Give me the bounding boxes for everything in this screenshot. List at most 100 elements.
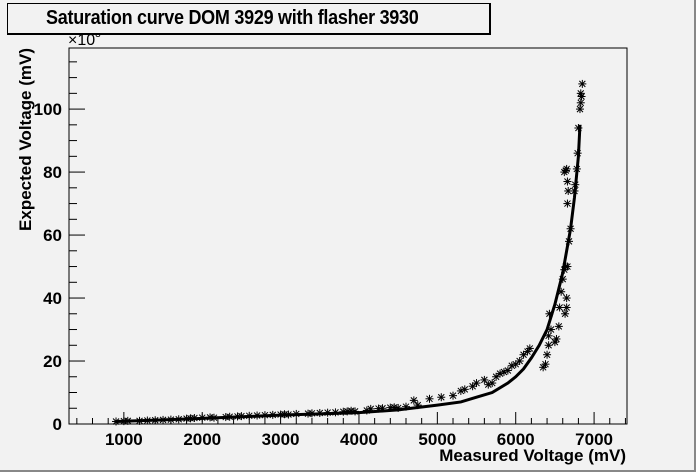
data-point bbox=[561, 309, 570, 318]
x-tick-label: 3000 bbox=[262, 430, 300, 449]
x-axis-title: Measured Voltage (mV) bbox=[439, 446, 626, 465]
asterisk-stroke bbox=[379, 404, 386, 412]
data-point bbox=[575, 105, 584, 114]
asterisk-stroke bbox=[574, 149, 581, 157]
data-point bbox=[166, 415, 175, 424]
fit-curve bbox=[115, 124, 582, 423]
data-point bbox=[198, 413, 207, 422]
asterisk-stroke bbox=[555, 323, 563, 330]
y-tick-label: 80 bbox=[43, 163, 62, 182]
asterisk-stroke bbox=[545, 341, 552, 349]
plot-frame bbox=[68, 47, 628, 425]
asterisk-stroke bbox=[571, 181, 579, 189]
data-point bbox=[546, 325, 555, 334]
asterisk-stroke bbox=[504, 367, 512, 374]
asterisk-stroke bbox=[198, 414, 206, 422]
data-point bbox=[543, 350, 552, 359]
asterisk-stroke bbox=[159, 416, 167, 424]
data-point bbox=[562, 303, 571, 312]
data-point bbox=[323, 408, 332, 417]
data-point bbox=[552, 334, 561, 343]
y-axis-title: Expected Voltage (mV) bbox=[16, 48, 35, 231]
asterisk-stroke bbox=[526, 345, 534, 352]
asterisk-stroke bbox=[269, 411, 277, 419]
data-point bbox=[209, 413, 218, 422]
asterisk-stroke bbox=[564, 178, 571, 185]
asterisk-stroke bbox=[545, 332, 552, 340]
data-point bbox=[558, 275, 567, 284]
asterisk-stroke bbox=[437, 393, 445, 401]
data-point bbox=[576, 89, 585, 98]
asterisk-stroke bbox=[469, 382, 476, 390]
data-point bbox=[488, 379, 497, 388]
data-point bbox=[409, 396, 418, 405]
data-point bbox=[135, 416, 144, 425]
data-point bbox=[472, 379, 481, 388]
asterisk-stroke bbox=[210, 414, 218, 422]
asterisk-stroke bbox=[410, 397, 418, 404]
y-axis: 0 20 40 60 80 100 bbox=[34, 61, 85, 434]
asterisk-stroke bbox=[557, 288, 565, 296]
data-point bbox=[574, 123, 583, 132]
asterisk-stroke bbox=[292, 410, 300, 418]
asterisk-stroke bbox=[571, 187, 578, 195]
data-point bbox=[159, 415, 168, 424]
x-tick-label: 7000 bbox=[575, 430, 613, 449]
data-point bbox=[515, 357, 524, 366]
asterisk-stroke bbox=[542, 360, 549, 368]
data-point bbox=[554, 322, 563, 331]
asterisk-stroke bbox=[516, 357, 523, 365]
asterisk-stroke bbox=[308, 409, 316, 417]
asterisk-stroke bbox=[245, 412, 253, 420]
data-point bbox=[394, 403, 403, 412]
asterisk-stroke bbox=[167, 416, 175, 423]
asterisk-stroke bbox=[175, 415, 183, 423]
asterisk-stroke bbox=[449, 392, 457, 400]
data-points bbox=[112, 79, 587, 426]
asterisk-stroke bbox=[136, 417, 143, 425]
asterisk-stroke bbox=[576, 105, 584, 113]
asterisk-stroke bbox=[390, 403, 398, 411]
data-point bbox=[413, 401, 422, 410]
y-tick-label: 20 bbox=[43, 352, 62, 371]
y-tick-label: 0 bbox=[53, 415, 62, 434]
data-point bbox=[563, 199, 572, 208]
x-tick-label: 2000 bbox=[183, 430, 221, 449]
asterisk-stroke bbox=[564, 200, 571, 207]
asterisk-stroke bbox=[578, 80, 586, 88]
asterisk-stroke bbox=[561, 310, 569, 318]
data-point bbox=[245, 411, 254, 420]
asterisk-stroke bbox=[426, 395, 433, 403]
data-point bbox=[378, 404, 387, 413]
asterisk-stroke bbox=[316, 409, 324, 417]
data-point bbox=[174, 415, 183, 424]
asterisk-stroke bbox=[577, 89, 585, 97]
data-point bbox=[503, 366, 512, 375]
asterisk-stroke bbox=[575, 124, 582, 132]
data-point bbox=[449, 391, 458, 400]
asterisk-stroke bbox=[481, 376, 488, 384]
data-point bbox=[562, 294, 571, 303]
asterisk-stroke bbox=[567, 225, 574, 233]
data-point bbox=[566, 224, 575, 233]
asterisk-stroke bbox=[124, 417, 132, 425]
asterisk-stroke bbox=[578, 93, 585, 100]
asterisk-stroke bbox=[367, 405, 375, 413]
asterisk-stroke bbox=[285, 411, 292, 418]
asterisk-stroke bbox=[556, 304, 563, 311]
data-point bbox=[123, 416, 132, 425]
asterisk-stroke bbox=[559, 275, 567, 283]
asterisk-stroke bbox=[226, 413, 234, 421]
data-point bbox=[570, 186, 579, 195]
asterisk-stroke bbox=[546, 310, 553, 318]
data-point bbox=[225, 412, 234, 421]
asterisk-stroke bbox=[547, 326, 555, 333]
asterisk-stroke bbox=[577, 99, 585, 107]
asterisk-stroke bbox=[144, 417, 151, 424]
asterisk-stroke bbox=[324, 409, 331, 417]
data-point bbox=[268, 410, 277, 419]
asterisk-stroke bbox=[553, 335, 560, 343]
data-point bbox=[572, 164, 581, 173]
data-point bbox=[544, 341, 553, 350]
